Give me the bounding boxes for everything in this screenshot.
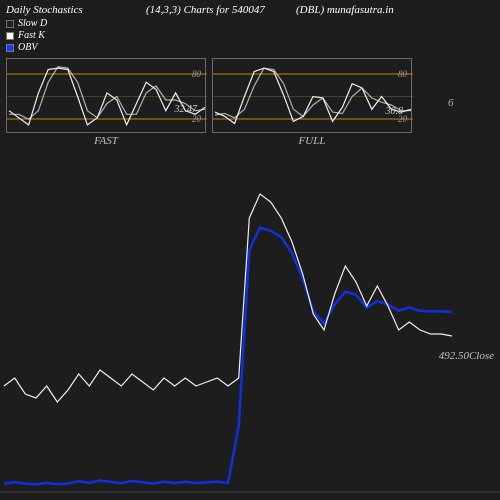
tick-20: 20 [192, 114, 201, 124]
tick-80: 80 [398, 69, 407, 79]
mini-full-wrap: 208030.8 FULL [212, 58, 412, 147]
legend-fast-k: Fast K [6, 30, 494, 42]
label-obv: OBV [18, 42, 37, 54]
mini-label-fast: FAST [94, 135, 118, 147]
last-value: 32.47 [175, 104, 198, 115]
tick-80: 80 [192, 69, 201, 79]
swatch-slow-d [6, 20, 14, 28]
last-value: 30.8 [386, 106, 404, 117]
mini-label-full: FULL [299, 135, 326, 147]
label-slow-d: Slow D [18, 18, 47, 30]
mini-charts-row: 20 80 32.47 FAST 20 80 30.8 FULL 6 [0, 58, 500, 147]
title-left: Daily Stochastics [6, 4, 146, 16]
title-mid: (14,3,3) Charts for 540047 [146, 4, 296, 16]
legend: Slow D Fast K OBV [0, 18, 500, 58]
close-label: 492.50Close [439, 350, 494, 362]
label-fast-k: Fast K [18, 30, 45, 42]
mini-chart-full: 208030.8 [212, 58, 412, 133]
legend-slow-d: Slow D [6, 18, 494, 30]
main-chart [0, 170, 500, 500]
title-right: (DBL) munafasutra.in [296, 4, 456, 16]
swatch-obv [6, 44, 14, 52]
chart-header: Daily Stochastics (14,3,3) Charts for 54… [0, 0, 500, 18]
legend-obv: OBV [6, 42, 494, 54]
mini-fast-wrap: 20 80 32.47 FAST [6, 58, 206, 147]
right-number: 6 [448, 97, 454, 109]
swatch-fast-k [6, 32, 14, 40]
mini-chart-fast: 20 80 32.47 [6, 58, 206, 133]
